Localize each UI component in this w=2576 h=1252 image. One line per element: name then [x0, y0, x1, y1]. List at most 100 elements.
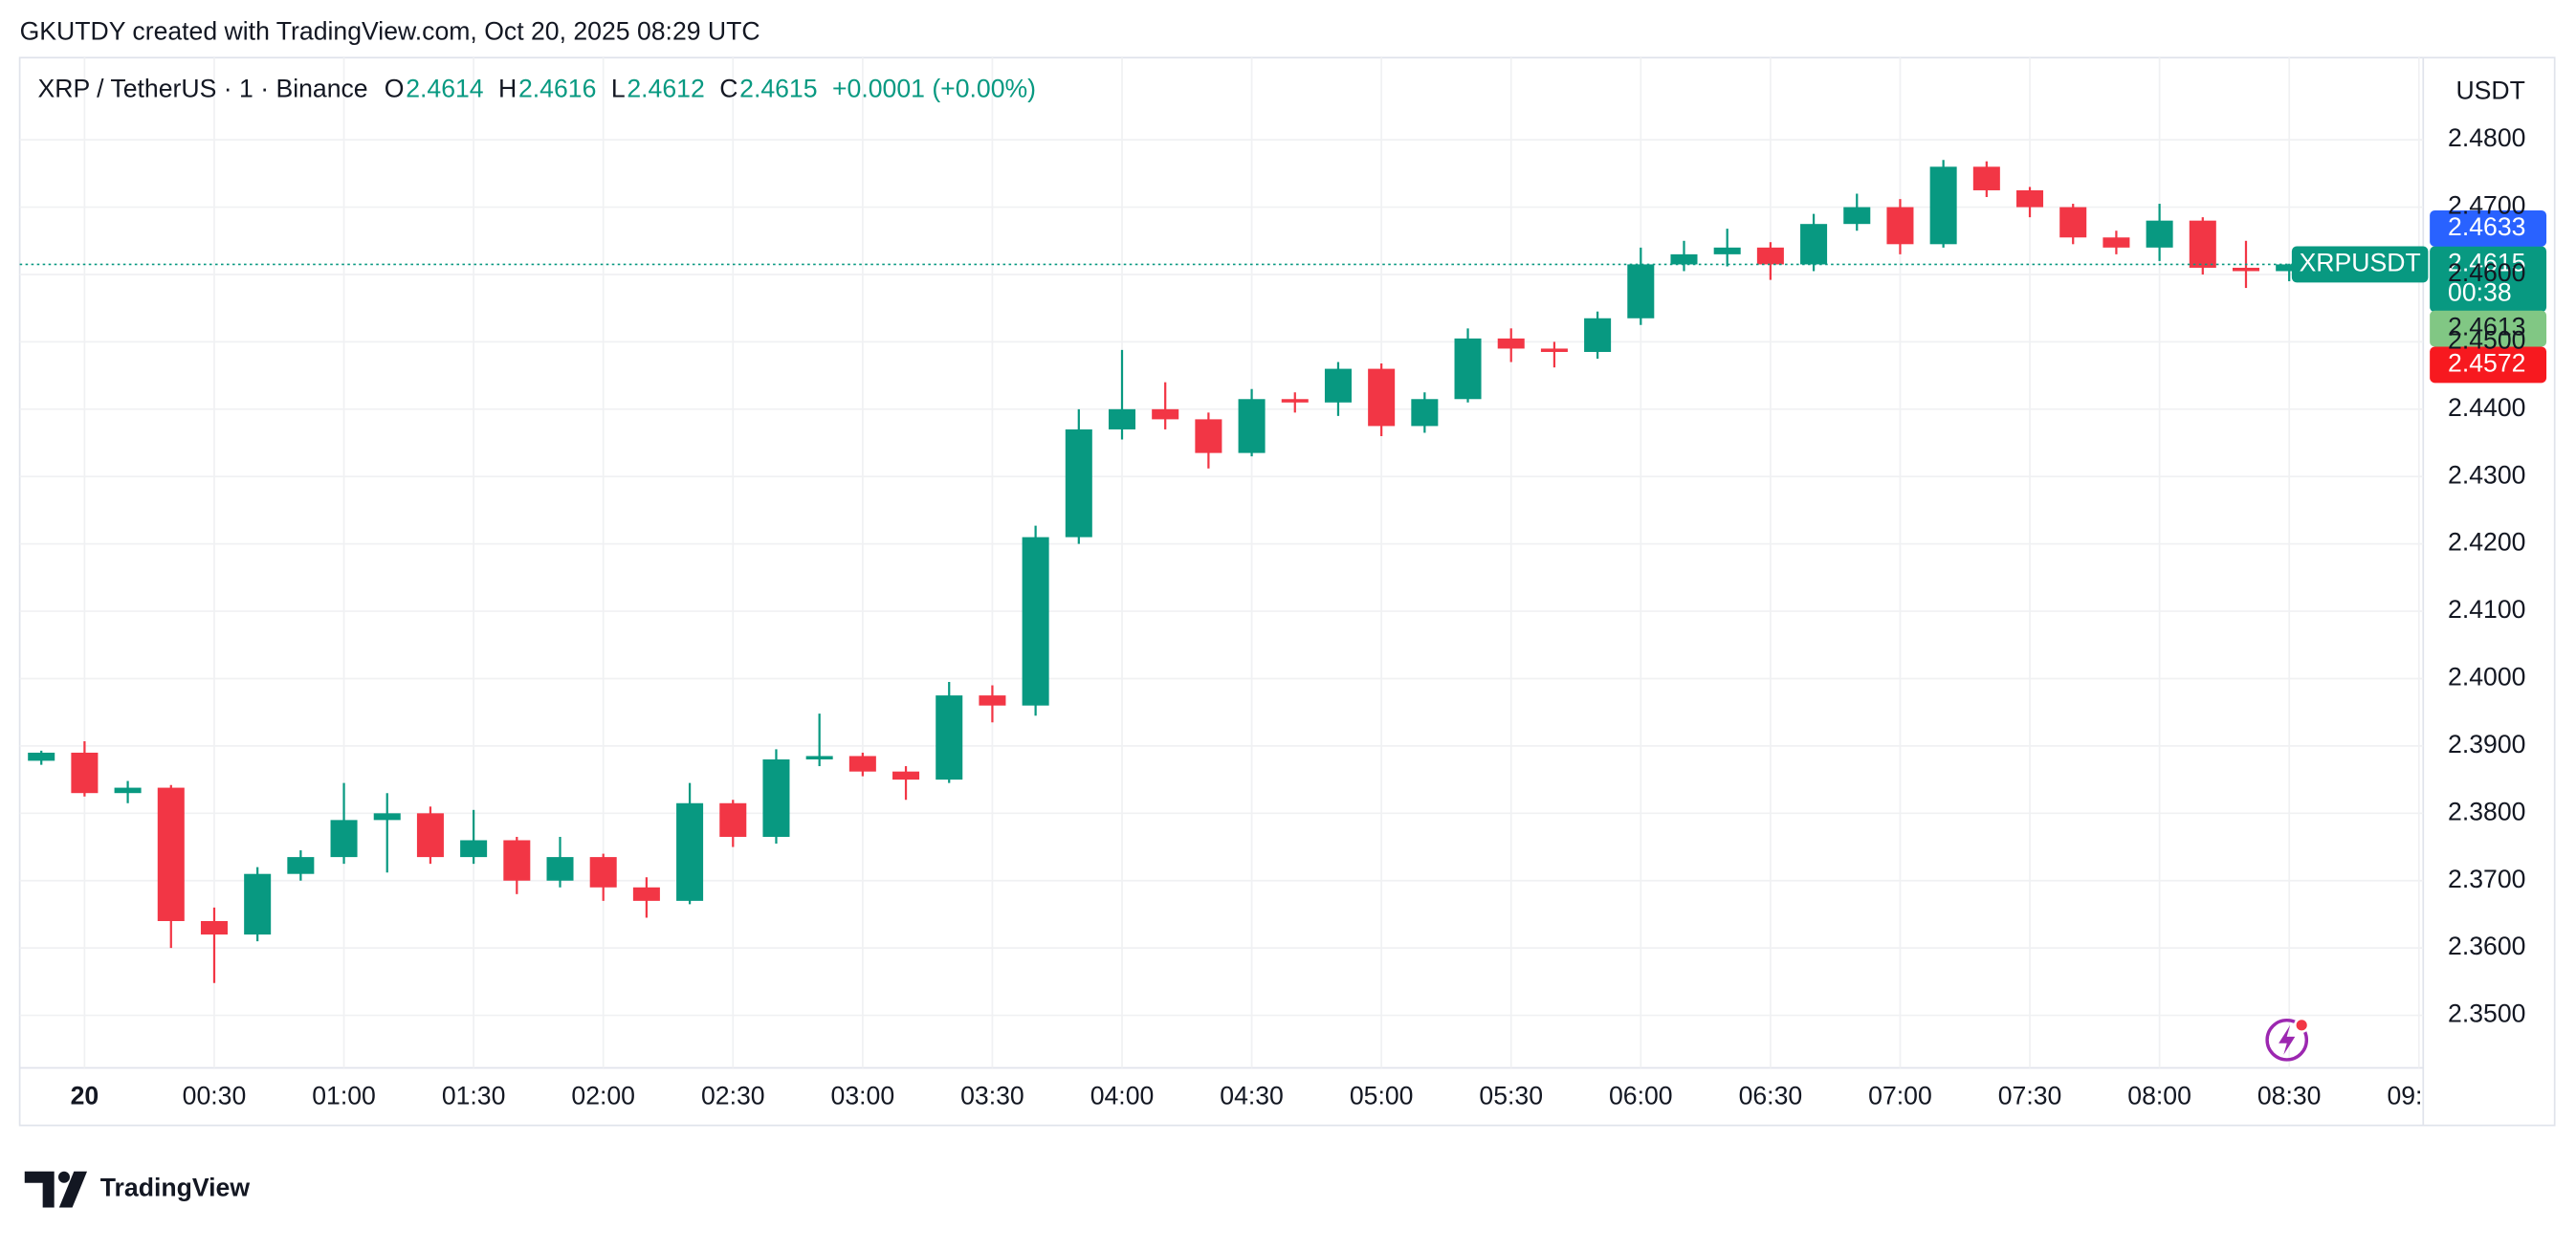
candle-body [28, 752, 55, 761]
candle-body [719, 802, 747, 837]
brand-name: TradingView [100, 1174, 251, 1202]
y-tick-label: 2.4100 [2448, 595, 2525, 624]
ohlc-value: 2.4612 [627, 75, 704, 103]
candle-body [1713, 247, 1741, 254]
x-tick-label: 02:00 [571, 1081, 635, 1109]
x-tick-label: 02:30 [701, 1081, 765, 1109]
countdown: 00:38 [2448, 277, 2512, 306]
candle-body [1368, 368, 1396, 427]
x-tick-label: 20 [71, 1081, 99, 1109]
candle-body [892, 771, 920, 780]
candle-body [373, 813, 401, 821]
last-price-tag [2430, 246, 2547, 313]
candle-body [416, 813, 444, 858]
candle-body [1324, 368, 1352, 403]
price-tag [2430, 346, 2547, 384]
y-tick-label: 2.4700 [2448, 191, 2525, 220]
y-tick-label: 2.3500 [2448, 999, 2525, 1028]
symbol-tag-text: XRPUSDT [2300, 248, 2421, 276]
ohlc-key: L [611, 75, 626, 103]
y-tick-label: 2.4200 [2448, 528, 2525, 557]
ohlc-value: 2.4614 [406, 75, 484, 103]
price-tag-text: 2.4633 [2448, 212, 2525, 241]
caption: GKUTDY created with TradingView.com, Oct… [20, 17, 760, 46]
ohlc-value: 2.4616 [518, 75, 596, 103]
candle-body [1195, 419, 1222, 453]
y-tick-label: 2.4400 [2448, 393, 2525, 422]
candle-body [936, 695, 963, 780]
candle-body [1108, 408, 1136, 429]
candle-body [1843, 207, 1871, 225]
price-tag-text: 2.4613 [2448, 313, 2525, 341]
candles [28, 160, 2303, 983]
x-tick-label: 04:00 [1090, 1081, 1155, 1109]
y-tick-label: 2.4300 [2448, 460, 2525, 489]
symbol-tag [2291, 246, 2429, 283]
candle-body [2016, 189, 2044, 208]
candle-body [1152, 408, 1179, 420]
candle-body [589, 857, 617, 888]
y-tick-label: 2.4000 [2448, 663, 2525, 692]
candle-body [1886, 207, 1914, 245]
y-tick-label: 2.4800 [2448, 123, 2525, 152]
y-tick-label: 2.3900 [2448, 730, 2525, 758]
candle-body [1584, 318, 1612, 352]
x-tick-label: 03:30 [960, 1081, 1024, 1109]
x-tick-label: 04:30 [1220, 1081, 1284, 1109]
candle-body [1281, 399, 1309, 403]
candle-body [762, 758, 790, 837]
x-tick-label: 01:30 [442, 1081, 506, 1109]
candle-body [2059, 207, 2087, 238]
y-tick-label: 2.3700 [2448, 865, 2525, 893]
candle-body [676, 802, 704, 901]
candle-body [503, 840, 531, 881]
candle-body [1497, 338, 1525, 349]
candle-body [848, 756, 876, 772]
candle-body [1627, 264, 1655, 318]
candle-body [157, 787, 185, 921]
candle-body [330, 820, 358, 858]
candle-body [114, 787, 142, 794]
price-tag [2430, 209, 2547, 247]
x-tick-label: 03:00 [831, 1081, 895, 1109]
candle-body [2146, 220, 2173, 248]
y-tick-label: 2.3600 [2448, 932, 2525, 960]
candle-body [2189, 220, 2216, 268]
candle-body [805, 756, 833, 759]
candle-body [1022, 537, 1049, 706]
x-tick-label: 01:00 [312, 1081, 376, 1109]
y-tick-label: 2.4500 [2448, 325, 2525, 354]
candle-body [1065, 428, 1092, 538]
candle-body [287, 857, 315, 874]
lightning-icon [2265, 1017, 2310, 1062]
candle-body [546, 857, 574, 881]
x-tick-label: 07:00 [1868, 1081, 1932, 1109]
symbol: XRP / TetherUS · 1 · Binance [38, 75, 368, 103]
candle-body [1756, 247, 1784, 265]
candle-body [460, 840, 488, 858]
currency: USDT [2455, 76, 2524, 104]
ohlc-key: O [385, 75, 405, 103]
candle-body [1972, 166, 2000, 190]
last-price-tag-text: 2.4615 [2448, 248, 2525, 276]
x-tick-label: 05:30 [1479, 1081, 1543, 1109]
price-tag [2430, 310, 2547, 347]
y-tick-label: 2.4600 [2448, 258, 2525, 287]
ohlc-value: 2.4615 [739, 75, 817, 103]
candle-body [1540, 348, 1568, 352]
candle-body [1929, 166, 1957, 245]
candle-body [244, 873, 272, 935]
candle-body [2276, 264, 2303, 272]
candle-body [1411, 399, 1439, 427]
chart-frame [18, 56, 2556, 1127]
x-tick-label: 08:30 [2257, 1081, 2322, 1109]
candle-body [632, 887, 660, 901]
x-tick-label: 09:00 [2387, 1081, 2451, 1109]
candle-body [2232, 267, 2259, 272]
x-tick-label: 05:00 [1350, 1081, 1414, 1109]
candle-body [979, 695, 1006, 706]
candle-body [1800, 224, 1828, 265]
brand-logo: TradingView [24, 1171, 251, 1208]
x-tick-label: 08:00 [2127, 1081, 2191, 1109]
